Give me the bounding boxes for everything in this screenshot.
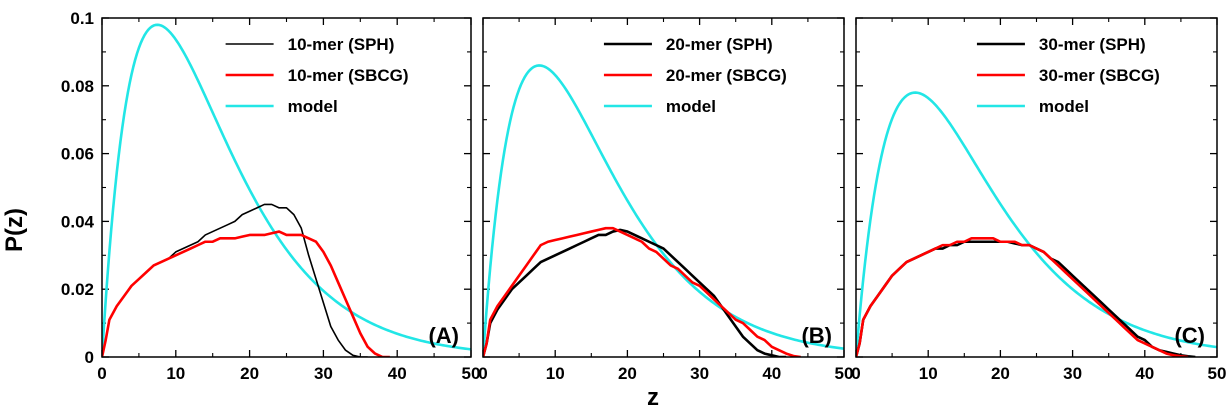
x-tick-label: 30 [690, 364, 709, 383]
series-line-1 [483, 228, 787, 357]
plot-frame [855, 17, 1218, 358]
panel-label: (A) [428, 323, 459, 348]
chart-panel-3: 0 10 20 30 40 50 30-mer (SPH) 30-mer (SBCG) mode… [851, 17, 1227, 383]
x-tick-label: 20 [618, 364, 637, 383]
y-tick-label: 0.02 [61, 280, 94, 299]
legend-label-3: model [666, 97, 716, 116]
x-tick-label: 10 [919, 364, 938, 383]
x-tick-label: 0 [97, 364, 106, 383]
x-tick-label: 0 [851, 364, 860, 383]
x-tick-label: 20 [240, 364, 259, 383]
y-tick-label: 0 [85, 348, 94, 367]
legend-label-2: 10-mer (SBCG) [288, 66, 409, 85]
y-tick-label: 0.06 [61, 145, 94, 164]
y-axis-title: P(z) [1, 208, 28, 252]
series-line-3 [483, 64, 844, 357]
x-tick-label: 0 [478, 364, 487, 383]
x-tick-label: 50 [462, 364, 481, 383]
legend-label-2: 20-mer (SBCG) [666, 66, 787, 85]
y-tick-label: 0.08 [61, 77, 94, 96]
plot-frame [482, 17, 845, 358]
series-line-3 [856, 91, 1217, 357]
series-line-3 [102, 23, 471, 357]
legend-label-3: model [1039, 97, 1089, 116]
series-line-2 [483, 226, 801, 357]
x-axis-title: z [647, 384, 659, 410]
x-tick-label: 30 [1063, 364, 1082, 383]
chart-panel-2: 0 10 20 30 40 50 20-mer (SPH) 20-mer (SBCG) mode… [478, 17, 854, 383]
panel-label: (B) [801, 323, 832, 348]
plot-frame [101, 17, 472, 358]
legend-label-2: 30-mer (SBCG) [1039, 66, 1160, 85]
series-line-2 [102, 230, 390, 357]
x-tick-label: 40 [388, 364, 407, 383]
x-tick-label: 10 [166, 364, 185, 383]
y-tick-label: 0.1 [70, 9, 94, 28]
x-tick-label: 40 [762, 364, 781, 383]
series-line-1 [102, 203, 368, 357]
x-tick-label: 30 [314, 364, 333, 383]
x-tick-label: 10 [546, 364, 565, 383]
series-line-1 [856, 240, 1196, 357]
x-tick-label: 40 [1135, 364, 1154, 383]
panel-label: (C) [1174, 323, 1205, 348]
x-tick-label: 50 [1208, 364, 1227, 383]
series-line-2 [856, 237, 1189, 357]
legend-label-1: 20-mer (SPH) [666, 35, 773, 54]
x-tick-label: 20 [991, 364, 1010, 383]
legend-label-1: 30-mer (SPH) [1039, 35, 1146, 54]
x-tick-label: 50 [835, 364, 854, 383]
chart-panel-1: 0 10 20 30 40 50 0 0.02 0.04 0.06 0.08 0.1 10-mer (S… [61, 9, 481, 383]
legend-label-3: model [288, 97, 338, 116]
y-tick-label: 0.04 [61, 212, 95, 231]
legend-label-1: 10-mer (SPH) [288, 35, 395, 54]
